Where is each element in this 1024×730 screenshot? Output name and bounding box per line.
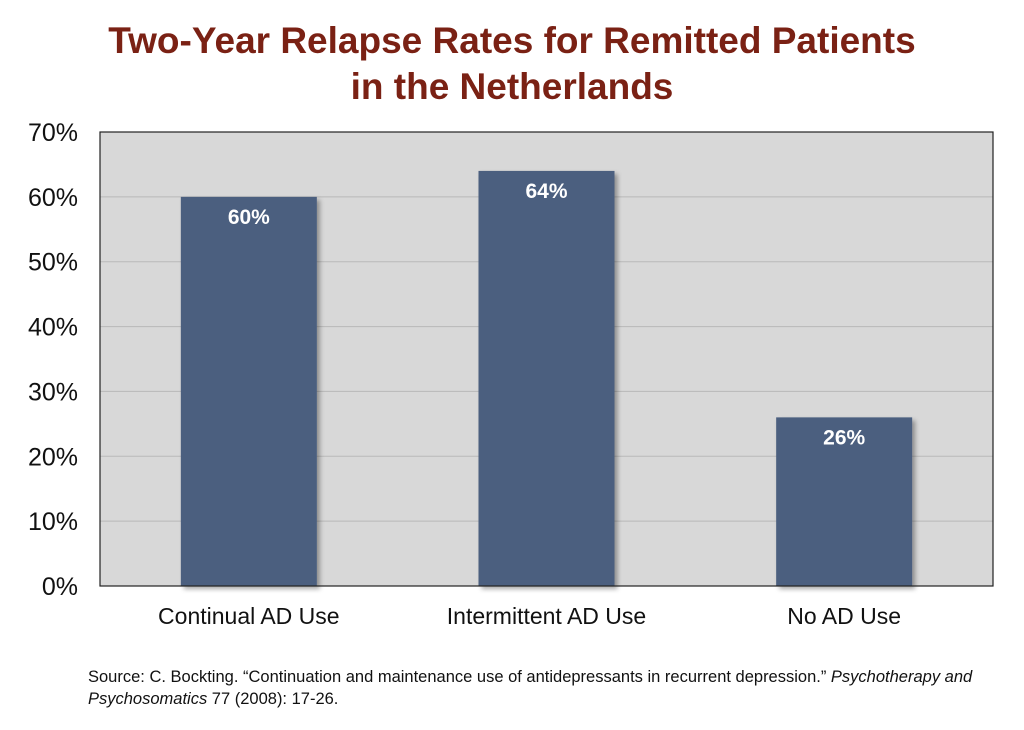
chart-title-line-1: Two-Year Relapse Rates for Remitted Pati… [108, 20, 916, 61]
source-details: 77 (2008): 17-26. [207, 690, 339, 708]
bar [180, 196, 317, 586]
y-tick-label: 0% [42, 573, 78, 601]
bar-chart: 0% 10% 20% 30% 40% 50% 60% 70% 60% Continual AD U… [28, 119, 994, 629]
plot-border [99, 131, 994, 587]
y-tick-label: 60% [28, 184, 78, 212]
source-text: Source: C. Bockting. “Continuation and m… [88, 668, 831, 686]
source-journal: Psychotherapy and Psychosomatics [88, 668, 973, 708]
y-tick-label: 30% [28, 378, 78, 406]
bar-data-label: 26% [823, 426, 865, 449]
chart-title-line-2: in the Netherlands [350, 66, 674, 107]
y-tick-label: 40% [28, 314, 78, 342]
bar-data-label: 60% [228, 206, 270, 229]
bar-data-label: 64% [525, 180, 567, 203]
bar [478, 170, 615, 586]
y-tick-label: 10% [28, 508, 78, 536]
plot-area: 0% 10% 20% 30% 40% 50% 60% 70% 60% Continual AD U… [28, 119, 994, 629]
chart-title: Two-Year Relapse Rates for Remitted Pati… [0, 18, 1024, 110]
y-tick-label: 20% [28, 443, 78, 471]
bar [776, 417, 913, 586]
x-category-label: Intermittent AD Use [447, 603, 646, 629]
y-tick-label: 70% [28, 119, 78, 147]
y-tick-label: 50% [28, 249, 78, 277]
x-category-label: Continual AD Use [158, 603, 340, 629]
x-category-label: No AD Use [787, 603, 901, 629]
source-citation: Source: C. Bockting. “Continuation and m… [88, 666, 1018, 710]
